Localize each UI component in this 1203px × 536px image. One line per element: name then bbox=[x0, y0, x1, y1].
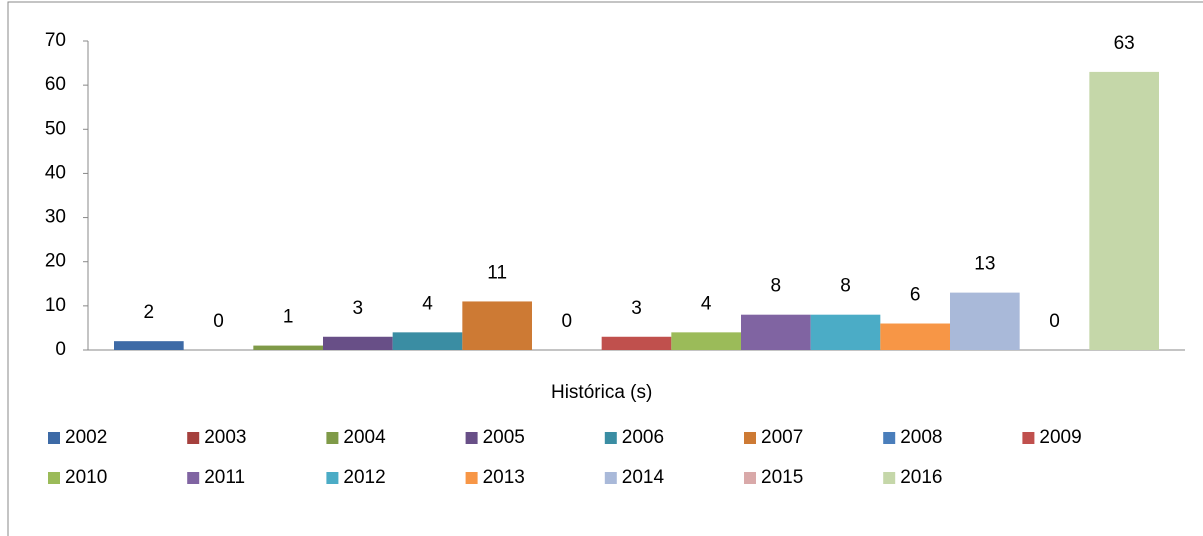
legend-label: 2016 bbox=[900, 467, 942, 488]
y-tick-label: 0 bbox=[55, 339, 66, 360]
data-label: 11 bbox=[487, 262, 507, 283]
legend-swatch bbox=[187, 472, 200, 484]
chart-frame bbox=[7, 1, 1203, 536]
legend-label: 2014 bbox=[622, 467, 665, 488]
legend-swatch bbox=[883, 432, 896, 444]
data-label: 3 bbox=[353, 298, 364, 319]
bar bbox=[601, 336, 672, 350]
legend-swatch bbox=[48, 432, 60, 444]
bar bbox=[462, 301, 532, 350]
legend-label: 2015 bbox=[761, 467, 803, 488]
y-tick-label: 20 bbox=[45, 251, 66, 272]
legend-swatch bbox=[744, 432, 756, 444]
bar bbox=[323, 336, 393, 350]
legend-label: 2008 bbox=[900, 427, 942, 448]
legend-swatch bbox=[465, 472, 478, 484]
legend-label: 2009 bbox=[1039, 427, 1081, 448]
legend-label: 2002 bbox=[65, 427, 107, 448]
y-tick-label: 60 bbox=[45, 74, 66, 95]
data-label: 8 bbox=[771, 276, 782, 297]
data-label: 6 bbox=[910, 285, 921, 306]
data-label: 8 bbox=[840, 276, 851, 297]
data-label: 0 bbox=[213, 311, 224, 332]
data-label: 3 bbox=[631, 298, 642, 319]
legend-swatch bbox=[1022, 432, 1035, 444]
data-label: 63 bbox=[1114, 33, 1135, 54]
legend-swatch bbox=[48, 472, 60, 484]
legend-swatch bbox=[883, 472, 896, 484]
bar bbox=[671, 332, 741, 350]
bar bbox=[392, 332, 463, 350]
legend-label: 2013 bbox=[483, 467, 525, 488]
legend-label: 2007 bbox=[761, 427, 803, 448]
legend-label: 2004 bbox=[343, 427, 386, 448]
data-label: 0 bbox=[562, 311, 573, 332]
y-tick-label: 50 bbox=[45, 118, 66, 139]
legend-swatch bbox=[744, 472, 756, 484]
legend-swatch bbox=[326, 432, 339, 444]
legend-label: 2011 bbox=[204, 467, 245, 488]
data-label: 4 bbox=[701, 293, 712, 314]
legend-swatch bbox=[465, 432, 478, 444]
x-tick-label: Histórica (s) bbox=[551, 382, 652, 403]
legend-label: 2010 bbox=[65, 467, 107, 488]
bar bbox=[741, 314, 811, 350]
legend-swatch bbox=[187, 432, 200, 444]
legend-swatch bbox=[604, 432, 617, 444]
y-tick-label: 30 bbox=[45, 207, 66, 228]
legend-swatch bbox=[604, 472, 617, 484]
legend-label: 2003 bbox=[204, 427, 246, 448]
legend-label: 2012 bbox=[343, 467, 385, 488]
legend-label: 2005 bbox=[483, 427, 525, 448]
bar bbox=[880, 323, 950, 350]
legend-label: 2006 bbox=[622, 427, 664, 448]
y-tick-label: 10 bbox=[45, 295, 66, 316]
y-tick-label: 40 bbox=[45, 162, 66, 183]
data-label: 2 bbox=[144, 302, 155, 323]
bar bbox=[253, 345, 323, 350]
data-label: 0 bbox=[1049, 311, 1060, 332]
bar bbox=[1089, 71, 1159, 351]
y-tick-label: 70 bbox=[45, 30, 66, 51]
legend-swatch bbox=[326, 472, 339, 484]
bar bbox=[810, 314, 881, 350]
bar bbox=[950, 292, 1020, 350]
data-label: 13 bbox=[974, 254, 995, 275]
data-label: 1 bbox=[283, 307, 294, 328]
bar bbox=[114, 341, 184, 350]
data-label: 4 bbox=[422, 293, 433, 314]
